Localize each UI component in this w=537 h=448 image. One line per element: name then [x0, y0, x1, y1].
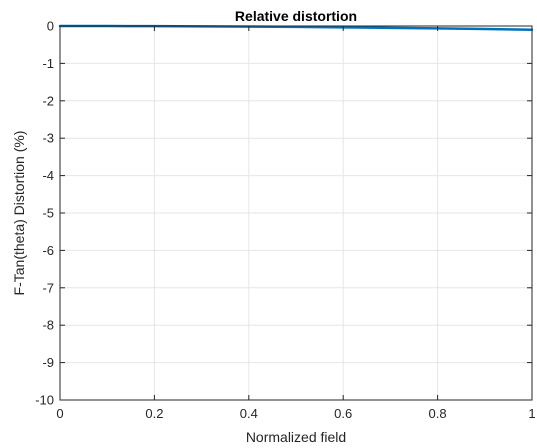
- y-tick-label: -8: [42, 318, 54, 333]
- y-tick-label: -4: [42, 168, 54, 183]
- y-axis-label: F-Tan(theta) Distortion (%): [11, 131, 27, 296]
- y-tick-label: -6: [42, 243, 54, 258]
- y-tick-label: -7: [42, 280, 54, 295]
- y-tick-label: -10: [35, 393, 54, 408]
- chart-title: Relative distortion: [235, 8, 357, 24]
- x-tick-label: 0.8: [429, 406, 447, 421]
- x-axis-label: Normalized field: [246, 429, 346, 445]
- x-tick-label: 1: [528, 406, 535, 421]
- ticks: [59, 25, 533, 401]
- x-tick-label: 0.2: [145, 406, 163, 421]
- x-tick-label: 0.6: [334, 406, 352, 421]
- y-tick-label: -5: [42, 206, 54, 221]
- y-tick-label: -2: [42, 93, 54, 108]
- y-tick-labels: 0 -1 -2 -3 -4 -5 -6 -7 -8 -9 -10: [35, 19, 54, 408]
- x-tick-label: 0.4: [240, 406, 258, 421]
- y-tick-label: -1: [42, 56, 54, 71]
- y-tick-label: 0: [47, 19, 54, 34]
- x-tick-labels: 0 0.2 0.4 0.6 0.8 1: [56, 406, 535, 421]
- y-tick-label: -9: [42, 355, 54, 370]
- y-tick-label: -3: [42, 131, 54, 146]
- x-tick-label: 0: [56, 406, 63, 421]
